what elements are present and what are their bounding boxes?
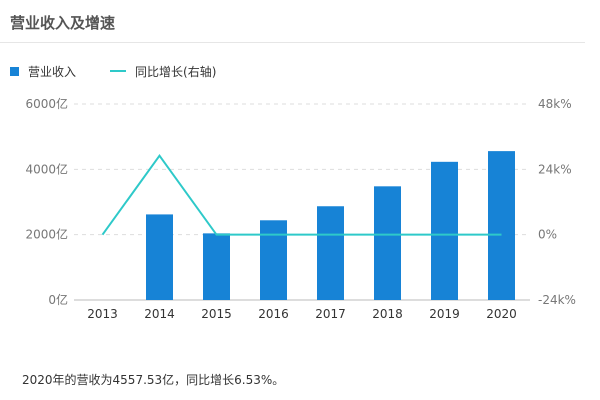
x-tick-label: 2019 <box>429 307 460 321</box>
legend-line-swatch <box>110 70 127 72</box>
title-divider <box>0 42 585 43</box>
summary-note: 2020年的营收为4557.53亿，同比增长6.53%。 <box>22 373 285 387</box>
bar-revenue <box>146 214 173 300</box>
y-right-tick-label: -24k% <box>538 293 576 307</box>
x-tick-label: 2018 <box>372 307 403 321</box>
y-left-tick-label: 4000亿 <box>25 161 68 176</box>
x-tick-label: 2013 <box>87 307 118 321</box>
bar-revenue <box>317 206 344 300</box>
x-tick-label: 2017 <box>315 307 346 321</box>
legend-label-growth: 同比增长(右轴) <box>135 64 217 79</box>
bar-revenue <box>431 161 458 300</box>
revenue-growth-chart: 0亿 2000亿 4000亿 6000亿 -24k% 0% 24k% 48k% 2013 2014… <box>25 96 576 321</box>
chart-title: 营业收入及增速 <box>10 14 116 32</box>
bar-revenue <box>488 151 515 300</box>
legend-bar-swatch <box>10 66 19 76</box>
legend: 营业收入 同比增长(右轴) <box>10 63 216 79</box>
y-left-tick-label: 0亿 <box>48 292 68 307</box>
y-left-tick-label: 6000亿 <box>25 96 68 111</box>
legend-label-revenue: 营业收入 <box>28 64 77 79</box>
bar-revenue <box>203 233 230 300</box>
x-tick-label: 2015 <box>201 307 232 321</box>
bar-revenue <box>374 186 401 300</box>
bar-revenue <box>260 220 287 300</box>
y-right-tick-label: 0% <box>538 228 557 242</box>
y-right-tick-label: 24k% <box>538 162 572 176</box>
y-left-tick-label: 2000亿 <box>25 227 68 242</box>
x-tick-label: 2016 <box>258 307 289 321</box>
x-tick-label: 2020 <box>486 307 517 321</box>
line-growth <box>101 154 502 236</box>
x-tick-label: 2014 <box>144 307 175 321</box>
y-right-tick-label: 48k% <box>538 97 572 111</box>
